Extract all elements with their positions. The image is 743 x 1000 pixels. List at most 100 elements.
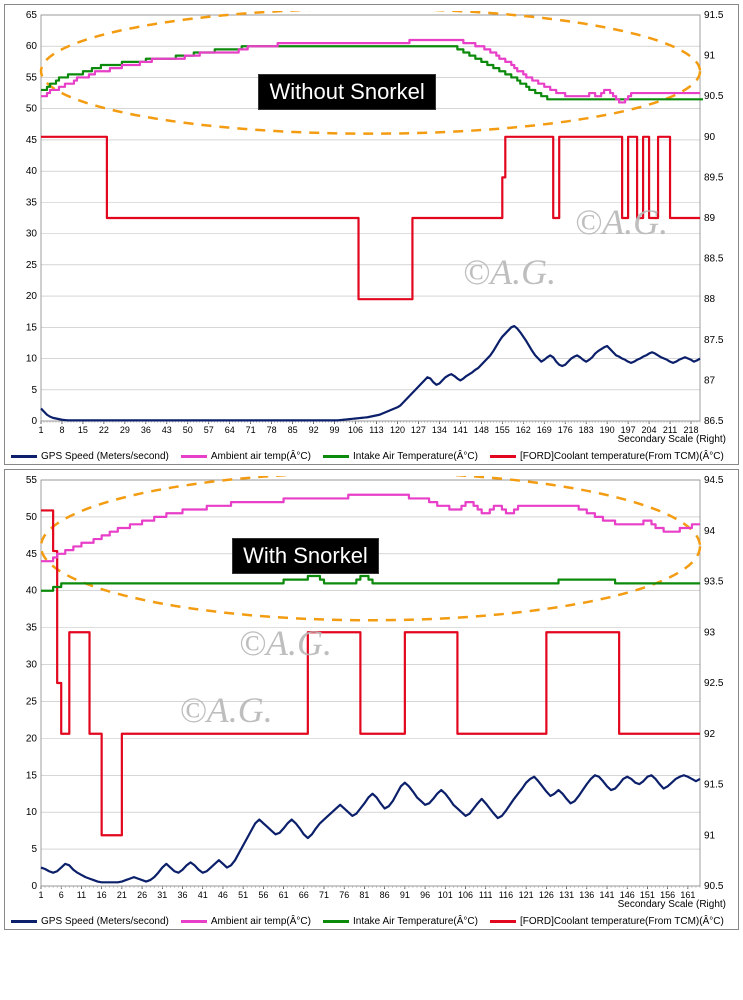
svg-text:21: 21 (117, 890, 127, 900)
svg-text:26: 26 (137, 890, 147, 900)
svg-text:29: 29 (120, 425, 130, 435)
svg-text:91: 91 (704, 830, 716, 841)
legend-item: GPS Speed (Meters/second) (41, 916, 169, 927)
svg-text:141: 141 (453, 425, 468, 435)
svg-text:46: 46 (218, 890, 228, 900)
svg-text:30: 30 (26, 660, 38, 671)
svg-text:71: 71 (246, 425, 256, 435)
svg-text:1: 1 (38, 425, 43, 435)
svg-text:55: 55 (26, 476, 38, 486)
svg-text:92: 92 (309, 425, 319, 435)
svg-text:36: 36 (141, 425, 151, 435)
legend-2: GPS Speed (Meters/second) Ambient air tem… (11, 916, 732, 927)
svg-text:35: 35 (26, 197, 38, 208)
svg-text:90.5: 90.5 (704, 91, 724, 102)
svg-text:91: 91 (704, 51, 716, 62)
svg-text:41: 41 (198, 890, 208, 900)
legend-item: GPS Speed (Meters/second) (41, 451, 169, 462)
svg-text:71: 71 (319, 890, 329, 900)
svg-text:93: 93 (704, 627, 716, 638)
svg-text:91.5: 91.5 (704, 780, 724, 791)
svg-text:176: 176 (558, 425, 573, 435)
svg-text:45: 45 (26, 549, 38, 560)
legend-item: Intake Air Temperature(Â°C) (353, 916, 478, 927)
svg-text:88: 88 (704, 294, 716, 305)
svg-text:0: 0 (31, 416, 37, 427)
svg-text:87.5: 87.5 (704, 335, 724, 346)
chart-panel-with-snorkel: 051015202530354045505590.59191.59292.593… (4, 469, 739, 930)
svg-text:155: 155 (495, 425, 510, 435)
svg-text:5: 5 (31, 385, 37, 396)
svg-text:22: 22 (99, 425, 109, 435)
svg-text:65: 65 (26, 11, 38, 21)
svg-text:162: 162 (516, 425, 531, 435)
svg-text:141: 141 (599, 890, 614, 900)
svg-text:20: 20 (26, 291, 38, 302)
svg-text:91.5: 91.5 (704, 11, 724, 21)
svg-text:96: 96 (420, 890, 430, 900)
svg-text:87: 87 (704, 375, 716, 386)
svg-text:88.5: 88.5 (704, 254, 724, 265)
legend-item: [FORD]Coolant temperature(From TCM)(Â°C) (520, 451, 724, 462)
legend-item: Intake Air Temperature(Â°C) (353, 451, 478, 462)
svg-text:5: 5 (31, 844, 37, 855)
svg-text:57: 57 (204, 425, 214, 435)
svg-text:16: 16 (97, 890, 107, 900)
svg-text:92.5: 92.5 (704, 678, 724, 689)
svg-text:89.5: 89.5 (704, 172, 724, 183)
svg-text:35: 35 (26, 623, 38, 634)
svg-text:89: 89 (704, 213, 716, 224)
svg-text:25: 25 (26, 260, 38, 271)
svg-text:40: 40 (26, 586, 38, 597)
svg-text:92: 92 (704, 729, 716, 740)
svg-text:126: 126 (539, 890, 554, 900)
svg-text:113: 113 (369, 425, 383, 435)
svg-text:131: 131 (559, 890, 574, 900)
svg-text:91: 91 (400, 890, 410, 900)
svg-text:76: 76 (339, 890, 349, 900)
svg-text:90: 90 (704, 132, 716, 143)
svg-text:40: 40 (26, 166, 38, 177)
svg-text:61: 61 (279, 890, 289, 900)
svg-text:0: 0 (31, 881, 37, 892)
svg-text:60: 60 (26, 41, 38, 52)
chart-panel-without-snorkel: 0510152025303540455055606586.58787.58888… (4, 4, 739, 465)
svg-text:10: 10 (26, 807, 38, 818)
svg-text:36: 36 (177, 890, 187, 900)
svg-text:51: 51 (238, 890, 248, 900)
legend-item: Ambient air temp(Â°C) (211, 916, 311, 927)
svg-text:90.5: 90.5 (704, 881, 724, 892)
plot-area-2: 051015202530354045505590.59191.59292.593… (11, 476, 732, 914)
svg-text:86.5: 86.5 (704, 416, 724, 427)
svg-text:94: 94 (704, 526, 716, 537)
chart-title-2: With Snorkel (232, 538, 379, 574)
svg-text:101: 101 (438, 890, 453, 900)
svg-text:50: 50 (26, 512, 38, 523)
svg-text:8: 8 (59, 425, 64, 435)
svg-text:111: 111 (479, 890, 493, 900)
svg-text:116: 116 (499, 890, 513, 900)
svg-text:99: 99 (330, 425, 340, 435)
svg-text:94.5: 94.5 (704, 476, 724, 486)
chart-title-1: Without Snorkel (258, 74, 435, 110)
svg-text:50: 50 (26, 104, 38, 115)
svg-text:30: 30 (26, 229, 38, 240)
svg-text:120: 120 (390, 425, 405, 435)
plot-area-1: 0510152025303540455055606586.58787.58888… (11, 11, 732, 449)
svg-text:15: 15 (26, 770, 38, 781)
svg-text:86: 86 (380, 890, 390, 900)
svg-text:106: 106 (348, 425, 363, 435)
svg-text:45: 45 (26, 135, 38, 146)
svg-text:43: 43 (162, 425, 172, 435)
svg-text:106: 106 (458, 890, 473, 900)
svg-text:183: 183 (579, 425, 594, 435)
svg-text:56: 56 (258, 890, 268, 900)
svg-text:64: 64 (225, 425, 235, 435)
svg-text:148: 148 (474, 425, 489, 435)
svg-text:134: 134 (432, 425, 447, 435)
legend-item: Ambient air temp(Â°C) (211, 451, 311, 462)
legend-1: GPS Speed (Meters/second) Ambient air tem… (11, 451, 732, 462)
svg-text:20: 20 (26, 733, 38, 744)
svg-text:136: 136 (579, 890, 594, 900)
svg-text:1: 1 (38, 890, 43, 900)
